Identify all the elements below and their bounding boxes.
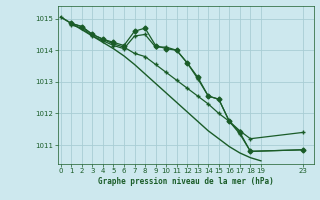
- X-axis label: Graphe pression niveau de la mer (hPa): Graphe pression niveau de la mer (hPa): [98, 177, 274, 186]
